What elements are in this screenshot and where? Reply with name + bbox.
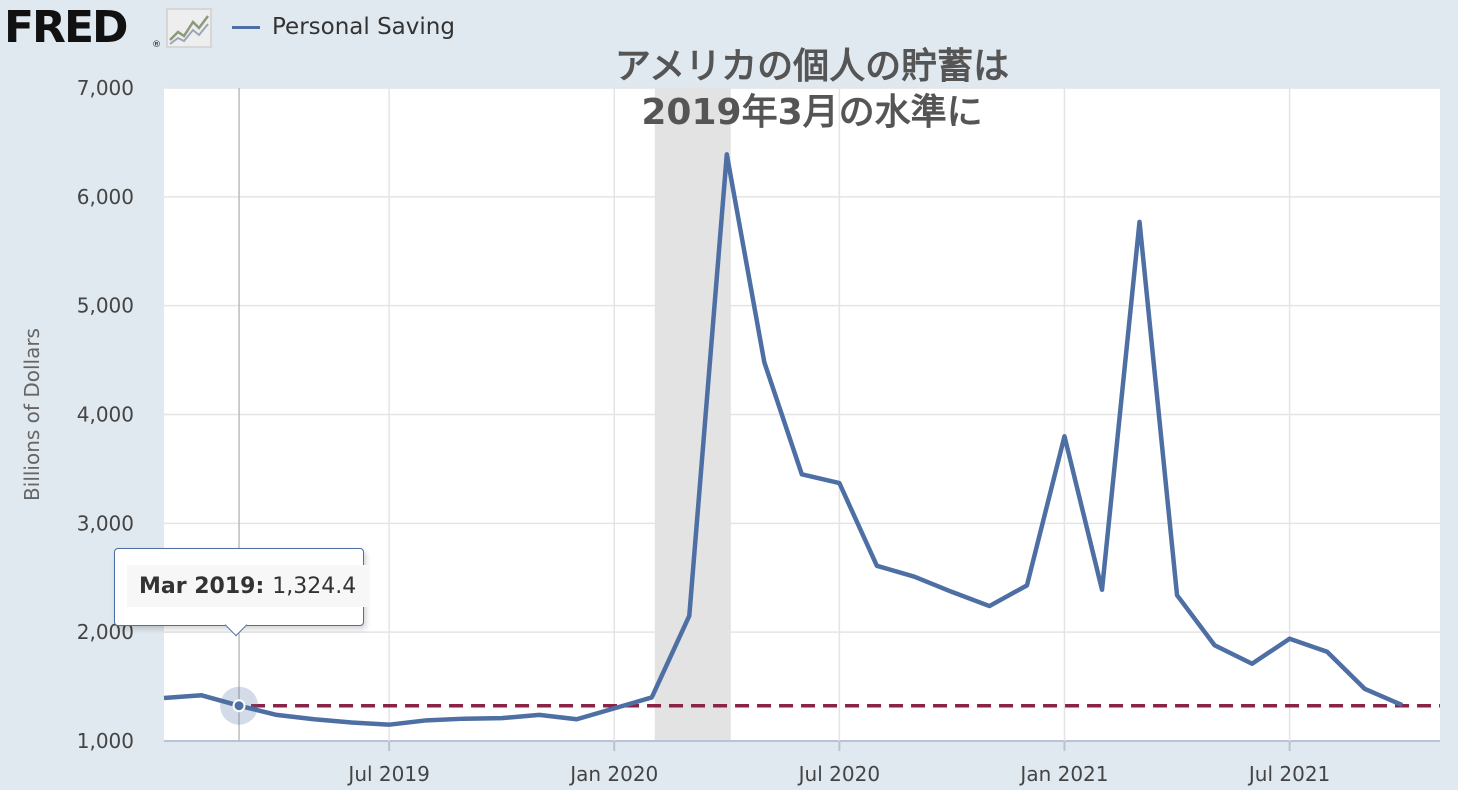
legend-label: Personal Saving bbox=[272, 14, 455, 40]
registered-mark: ® bbox=[152, 40, 161, 50]
legend-swatch bbox=[232, 25, 260, 29]
graph-icon bbox=[166, 8, 212, 48]
x-tick-label: Jul 2019 bbox=[346, 762, 429, 786]
y-tick-label: 6,000 bbox=[77, 185, 134, 209]
x-tick-label: Jan 2020 bbox=[568, 762, 658, 786]
y-tick-label: 7,000 bbox=[77, 76, 134, 100]
series-line bbox=[163, 152, 1404, 727]
series-personal-saving bbox=[163, 152, 1404, 727]
x-tick-label: Jul 2020 bbox=[797, 762, 880, 786]
tooltip-date: Mar 2019: bbox=[139, 573, 265, 599]
legend[interactable]: Personal Saving bbox=[232, 14, 455, 40]
y-tick-label: 4,000 bbox=[77, 403, 134, 427]
tooltip: Mar 2019: 1,324.4 bbox=[114, 548, 369, 637]
highlight-marker[interactable] bbox=[220, 686, 259, 725]
x-tick-label: Jan 2021 bbox=[1018, 762, 1108, 786]
y-axis-label: Billions of Dollars bbox=[20, 328, 44, 501]
x-tick-label: Jul 2021 bbox=[1247, 762, 1330, 786]
chart-title-line1: アメリカの個人の貯蓄は bbox=[615, 46, 1009, 87]
tooltip-content: Mar 2019: 1,324.4 bbox=[127, 565, 369, 607]
fred-logo: FRED bbox=[4, 2, 129, 53]
highlight-point[interactable] bbox=[232, 699, 246, 713]
gridlines bbox=[164, 87, 1440, 742]
y-tick-label: 3,000 bbox=[77, 511, 134, 535]
tooltip-value: 1,324.4 bbox=[272, 573, 357, 599]
x-axis: Jul 2019 Jan 2020 Jul 2020 Jan 2021 Jul 2021 bbox=[346, 741, 1330, 786]
y-tick-label: 5,000 bbox=[77, 294, 134, 318]
y-tick-label: 1,000 bbox=[77, 729, 134, 753]
chart-title-line2: 2019年3月の水準に bbox=[641, 92, 982, 133]
